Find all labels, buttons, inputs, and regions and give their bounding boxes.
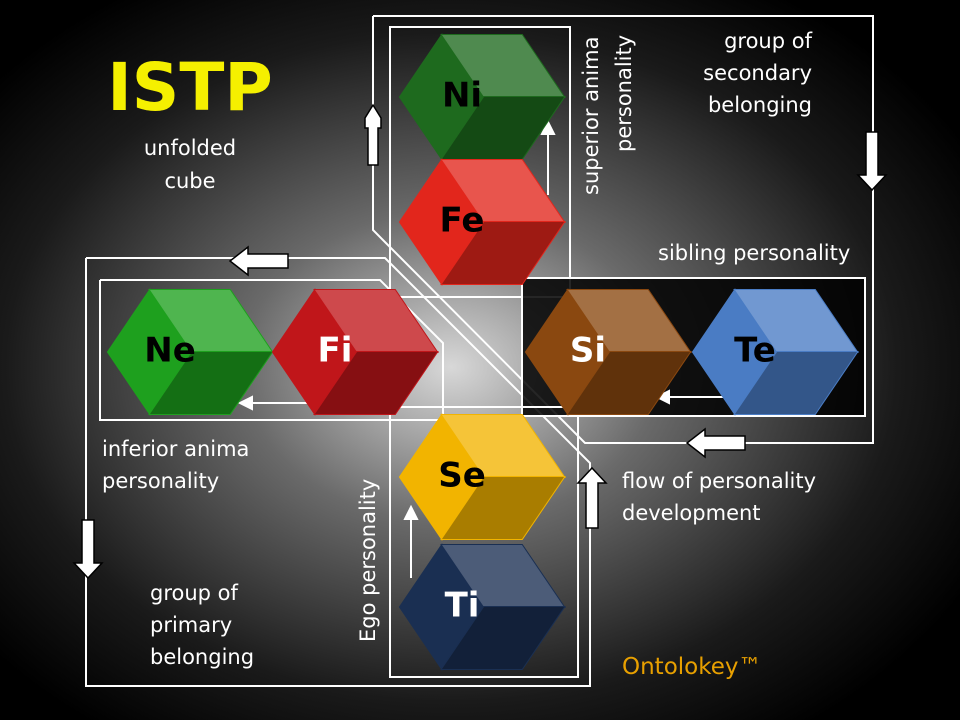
cube: Si — [524, 288, 692, 416]
cube: Fe — [398, 158, 566, 286]
label: personality — [612, 35, 636, 152]
label: group of — [724, 29, 813, 53]
node-label: Te — [734, 331, 776, 371]
cube-side-shade — [315, 352, 437, 414]
cube-side — [313, 351, 439, 415]
cube-top-shade — [315, 290, 437, 352]
cube-side-shade — [442, 477, 564, 539]
cube-top-shade — [442, 545, 564, 607]
cube-side — [440, 221, 566, 285]
node-label: Fi — [318, 331, 353, 371]
cube: Ni — [398, 33, 566, 161]
cube: Se — [398, 413, 566, 541]
cube: Fi — [271, 288, 439, 416]
node-label: Fe — [440, 201, 485, 241]
label: inferior anima — [102, 437, 249, 461]
label: belonging — [708, 93, 812, 117]
cube-side — [566, 351, 692, 415]
label: personality — [102, 469, 219, 493]
cube: Te — [691, 288, 859, 416]
cube-top-shade — [442, 35, 564, 97]
cube: Ne — [106, 288, 274, 416]
cube-top-shade — [442, 160, 564, 222]
cubes: Ni Fe Ne Fi Si Te Se Ti — [106, 33, 859, 671]
label: primary — [150, 613, 232, 637]
cube-side-shade — [568, 352, 690, 414]
superior-anima-label: superior anima personality — [579, 35, 636, 195]
label: development — [622, 501, 761, 525]
cube-side — [440, 606, 566, 670]
cube-side-shade — [442, 97, 564, 159]
label: belonging — [150, 645, 254, 669]
label: flow of personality — [622, 469, 816, 493]
brand: Ontolokey™ — [622, 654, 762, 680]
node-label: Ne — [144, 331, 196, 371]
cube-side — [148, 351, 274, 415]
cube-side-shade — [735, 352, 857, 414]
cube-side — [733, 351, 859, 415]
label: sibling personality — [658, 241, 850, 265]
cube-top-shade — [442, 415, 564, 477]
cube: Ti — [398, 543, 566, 671]
title: ISTP — [107, 49, 272, 126]
node-label: Si — [570, 331, 606, 371]
node-label: Ti — [445, 586, 480, 626]
label: Ego personality — [356, 479, 380, 642]
label: superior anima — [579, 37, 603, 195]
label: secondary — [703, 61, 812, 85]
node-label: Se — [438, 456, 486, 496]
cube-side-shade — [150, 352, 272, 414]
subtitle: cube — [164, 169, 215, 193]
cube-side-shade — [442, 607, 564, 669]
cube-top-shade — [735, 290, 857, 352]
node-label: Ni — [442, 76, 482, 116]
cube-top-shade — [150, 290, 272, 352]
subtitle: unfolded — [144, 136, 236, 160]
cube-top-shade — [568, 290, 690, 352]
thin-arrows — [237, 119, 730, 578]
cube-side-shade — [442, 222, 564, 284]
cube-side — [440, 476, 566, 540]
label: group of — [150, 581, 239, 605]
flow-arrows — [72, 103, 888, 580]
